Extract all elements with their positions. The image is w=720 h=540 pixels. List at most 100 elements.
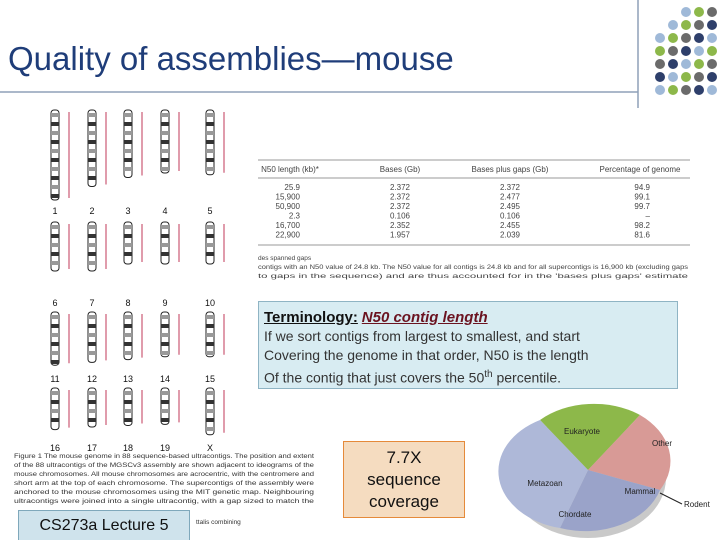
table-cell: 25.9 [284,183,300,192]
chromosome-band [51,252,59,256]
chromosome-band [124,391,132,395]
line: coverage [369,492,439,511]
table-cell: 16,700 [276,221,301,230]
dot [707,59,717,69]
chromosome-band [51,113,59,117]
chromosome-number: 3 [125,206,130,216]
chromosome-band [124,243,132,247]
chromosome-band [161,351,169,355]
chromosome-band [51,261,59,265]
dot [707,85,717,95]
chromosome-band [51,185,59,189]
chromosome-band [51,167,59,171]
table-header: Percentage of genome [600,165,681,174]
slide-title: Quality of assemblies—mouse [8,40,454,77]
chromosome-band [206,391,214,395]
table-note: contigs with an N50 value of 24.8 kb. Th… [258,264,689,271]
chromosome-number: 11 [50,374,59,384]
chromosome-band [206,122,214,126]
chromosome-band [124,158,132,162]
chromosome-band [124,234,132,238]
chromosome-band [161,418,169,422]
pie-slice [588,415,671,490]
chromosome-band [124,149,132,153]
chromosome-number: 17 [87,443,97,453]
table-header: Bases plus gaps (Gb) [472,165,549,174]
figure-caption: ultracontigs were joined into a single u… [14,498,314,505]
chromosome-band [88,122,96,126]
chromosome-number: 10 [205,298,215,308]
chromosome-band [51,158,59,162]
dot [655,72,665,82]
table-cell: 2.372 [500,183,521,192]
chromosome-band [161,225,169,229]
table-header: Bases (Gb) [380,165,421,174]
chromosome-number: 16 [50,443,60,453]
table-cell: 2.352 [390,221,411,230]
chromosome-band [206,315,214,319]
chromosome-band [88,342,96,346]
chromosome-band [161,167,169,171]
chromosome-band [88,333,96,337]
chromosome [123,387,133,426]
chromosome-band [124,342,132,346]
chromosome-band [206,400,214,404]
dot [694,72,704,82]
figure-caption: short arm at the top of each chromosome.… [14,480,314,487]
chromosome-band [206,333,214,337]
chromosome-band [206,158,214,162]
chromosome-band [206,131,214,135]
chromosome-band [161,149,169,153]
table-header: N50 length (kb)* [261,165,319,174]
table-cell: 99.1 [634,193,650,202]
table-cell: 50,900 [276,202,301,211]
chromosome-band [88,176,96,180]
chromosome-band [51,351,59,355]
chromosome-band [124,113,132,117]
line: Of the contig that just covers the 50th … [264,365,677,388]
terminology-box: Terminology: N50 contig length If we sor… [258,301,678,389]
figure-caption: anchored to the mouse chromosomes using … [14,489,314,496]
table-cell: 2.455 [500,221,521,230]
chromosome-band [161,140,169,144]
chromosome-band [88,243,96,247]
chromosome-band [206,149,214,153]
table-cell: 2.372 [390,202,411,211]
chromosome-band [88,409,96,413]
dot [655,46,665,56]
chromosome-band [51,131,59,135]
chromosome-band [51,409,59,413]
table-cell: 2.3 [289,212,301,221]
table-cell: 2.372 [390,183,411,192]
dot [668,85,678,95]
chromosome-number: 15 [205,374,215,384]
chromosome-band [51,342,59,346]
table-cell: 2.477 [500,193,521,202]
dot [681,72,691,82]
chromosome-band [161,400,169,404]
pie-label: Chordate [559,510,592,519]
chromosome-band [161,243,169,247]
lecture-label: CS273a Lecture 5 [18,510,190,540]
chromosome-band [88,225,96,229]
chromosome-band [51,225,59,229]
chromosome-number: 13 [123,374,133,384]
chromosome-band [51,333,59,337]
chromosome-band [161,342,169,346]
chromosome-band [161,131,169,135]
dot [681,7,691,17]
chromosome-band [51,315,59,319]
chromosome-band [124,122,132,126]
chromosome-band [161,324,169,328]
dot [694,33,704,43]
table-cell: 15,900 [276,193,301,202]
chromosome-band [161,391,169,395]
chromosome [160,387,170,425]
chromosome-number: 8 [125,298,130,308]
table-cell: 2.372 [390,193,411,202]
dot [694,59,704,69]
chromosome-band [51,194,59,198]
chromosome-band [51,149,59,153]
chromosome-band [206,234,214,238]
